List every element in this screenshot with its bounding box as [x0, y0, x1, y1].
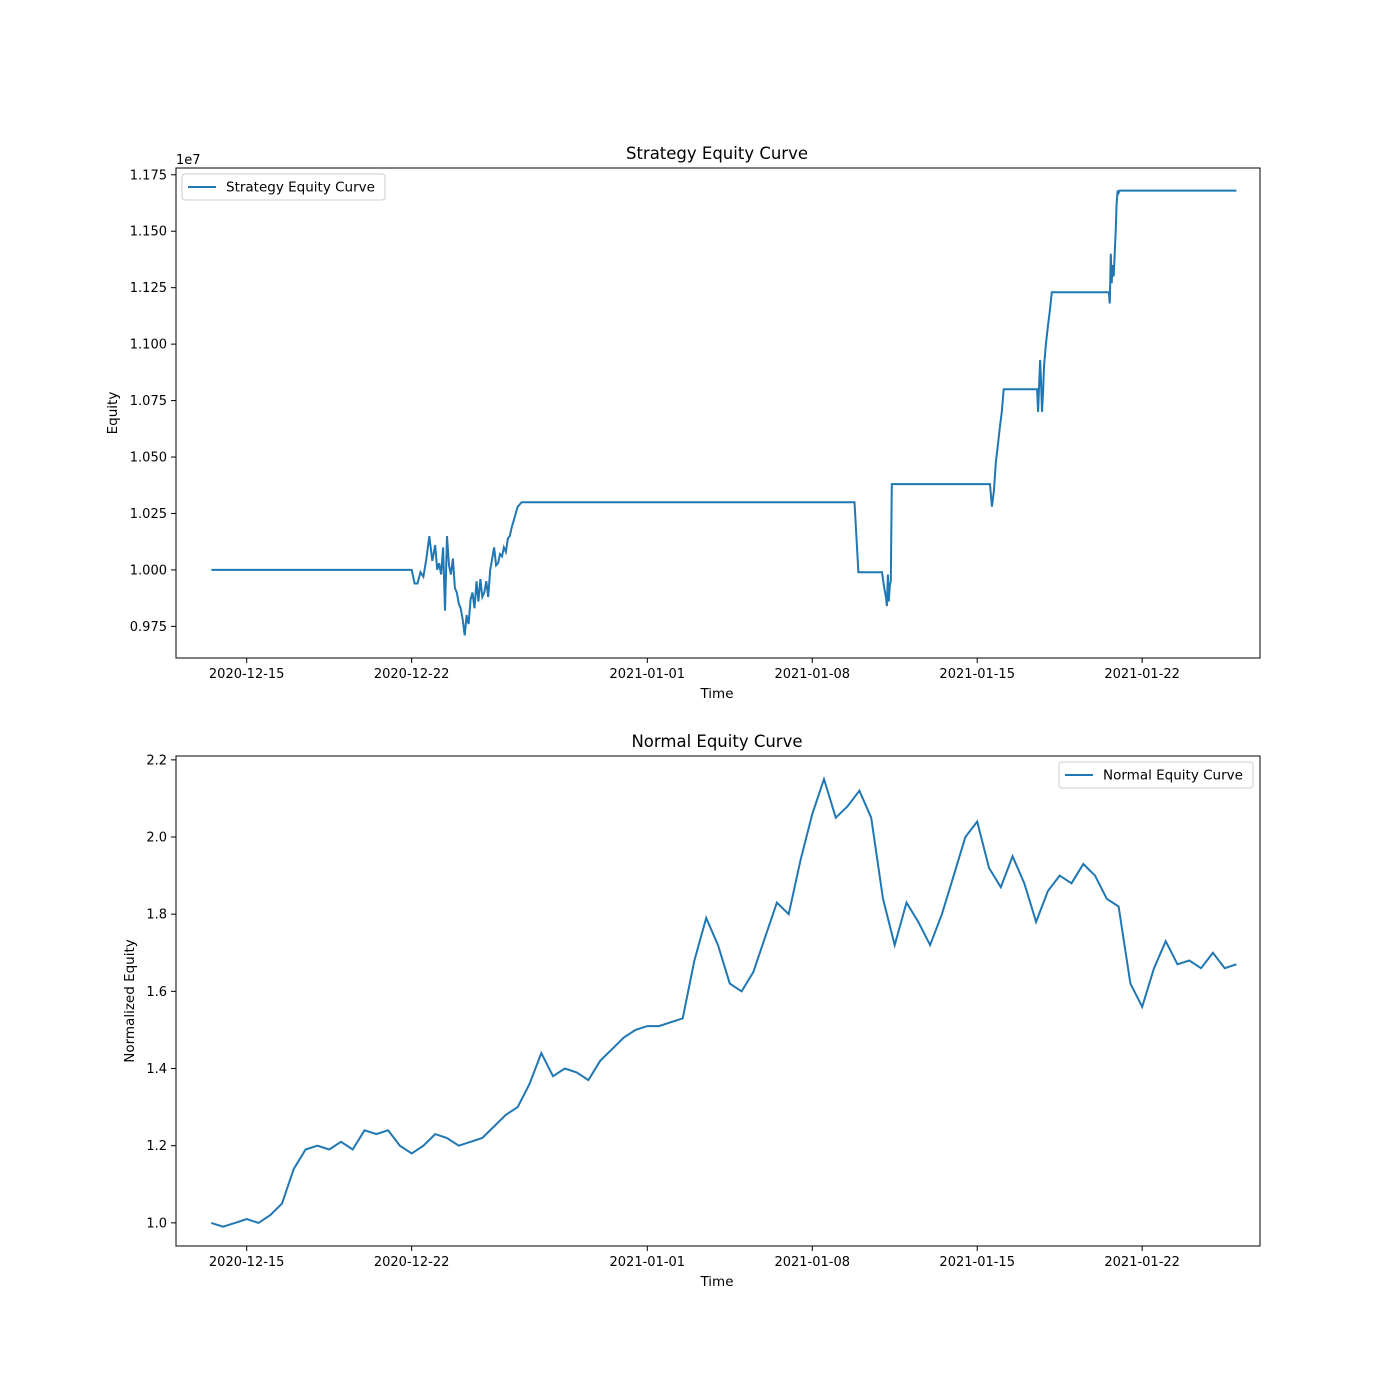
series-line-normal-equity [210, 775, 1237, 1228]
plot-frame [175, 755, 1261, 1247]
y-tick-label: 2.0 [146, 831, 167, 846]
y-tick-label: 1.0 [146, 1216, 167, 1231]
chart-title: Normal Equity Curve [631, 732, 802, 751]
x-tick-label: 2020-12-15 [209, 1255, 285, 1270]
legend: Strategy Equity Curve [181, 173, 386, 201]
y-tick-label: 1.000 [130, 563, 167, 578]
y-tick-label: 1.025 [130, 507, 167, 522]
y-tick-label: 2.2 [146, 753, 167, 768]
x-ticks: 2020-12-15 2020-12-22 2021-01-01 2021-01-08… [209, 1246, 1180, 1270]
y-tick-label: 1.8 [146, 908, 167, 923]
legend-label: Normal Equity Curve [1103, 768, 1243, 784]
x-tick-label: 2021-01-15 [939, 667, 1015, 682]
x-axis-title: Time [699, 686, 733, 702]
x-tick-label: 2021-01-22 [1104, 1255, 1180, 1270]
y-tick-label: 1.4 [146, 1062, 167, 1077]
x-tick-label: 2021-01-08 [774, 667, 850, 682]
y-axis-title: Normalized Equity [122, 939, 138, 1063]
legend-box [1058, 761, 1254, 789]
x-tick-label: 2021-01-01 [610, 667, 686, 682]
legend: Normal Equity Curve [1058, 761, 1254, 789]
y-tick-label: 1.050 [130, 451, 167, 466]
y-tick-label: 1.100 [130, 338, 167, 353]
strategy-equity-chart: Strategy Equity Curve 1e7 0.975 1.000 1.02… [105, 144, 1261, 702]
x-tick-label: 2021-01-01 [610, 1255, 686, 1270]
normal-equity-chart: Normal Equity Curve 1.0 1.2 1.4 1.6 1.8 2.0 2.… [122, 732, 1261, 1290]
x-axis-title: Time [699, 1274, 733, 1290]
x-tick-label: 2020-12-22 [374, 667, 450, 682]
x-ticks: 2020-12-15 2020-12-22 2021-01-01 2021-01-08… [209, 658, 1180, 682]
y-tick-label: 1.175 [130, 168, 167, 183]
y-tick-label: 1.075 [130, 394, 167, 409]
y-tick-label: 0.975 [130, 620, 167, 635]
chart-title: Strategy Equity Curve [626, 144, 808, 163]
x-tick-label: 2020-12-22 [374, 1255, 450, 1270]
y-tick-label: 1.6 [146, 985, 167, 1000]
y-offset-text: 1e7 [176, 153, 201, 168]
series-line-strategy-equity [211, 189, 1237, 636]
y-ticks: 0.975 1.000 1.025 1.050 1.075 1.100 1.125 1.150… [130, 168, 176, 635]
y-axis-title: Equity [105, 392, 121, 435]
x-tick-label: 2021-01-22 [1104, 667, 1180, 682]
x-tick-label: 2021-01-15 [939, 1255, 1015, 1270]
y-ticks: 1.0 1.2 1.4 1.6 1.8 2.0 2.2 [146, 753, 176, 1231]
plot-frame [175, 167, 1261, 659]
y-tick-label: 1.150 [130, 225, 167, 240]
legend-label: Strategy Equity Curve [226, 180, 375, 196]
y-tick-label: 1.2 [146, 1139, 167, 1154]
legend-box [181, 173, 386, 201]
y-tick-label: 1.125 [130, 281, 167, 296]
x-tick-label: 2021-01-08 [774, 1255, 850, 1270]
x-tick-label: 2020-12-15 [209, 667, 285, 682]
